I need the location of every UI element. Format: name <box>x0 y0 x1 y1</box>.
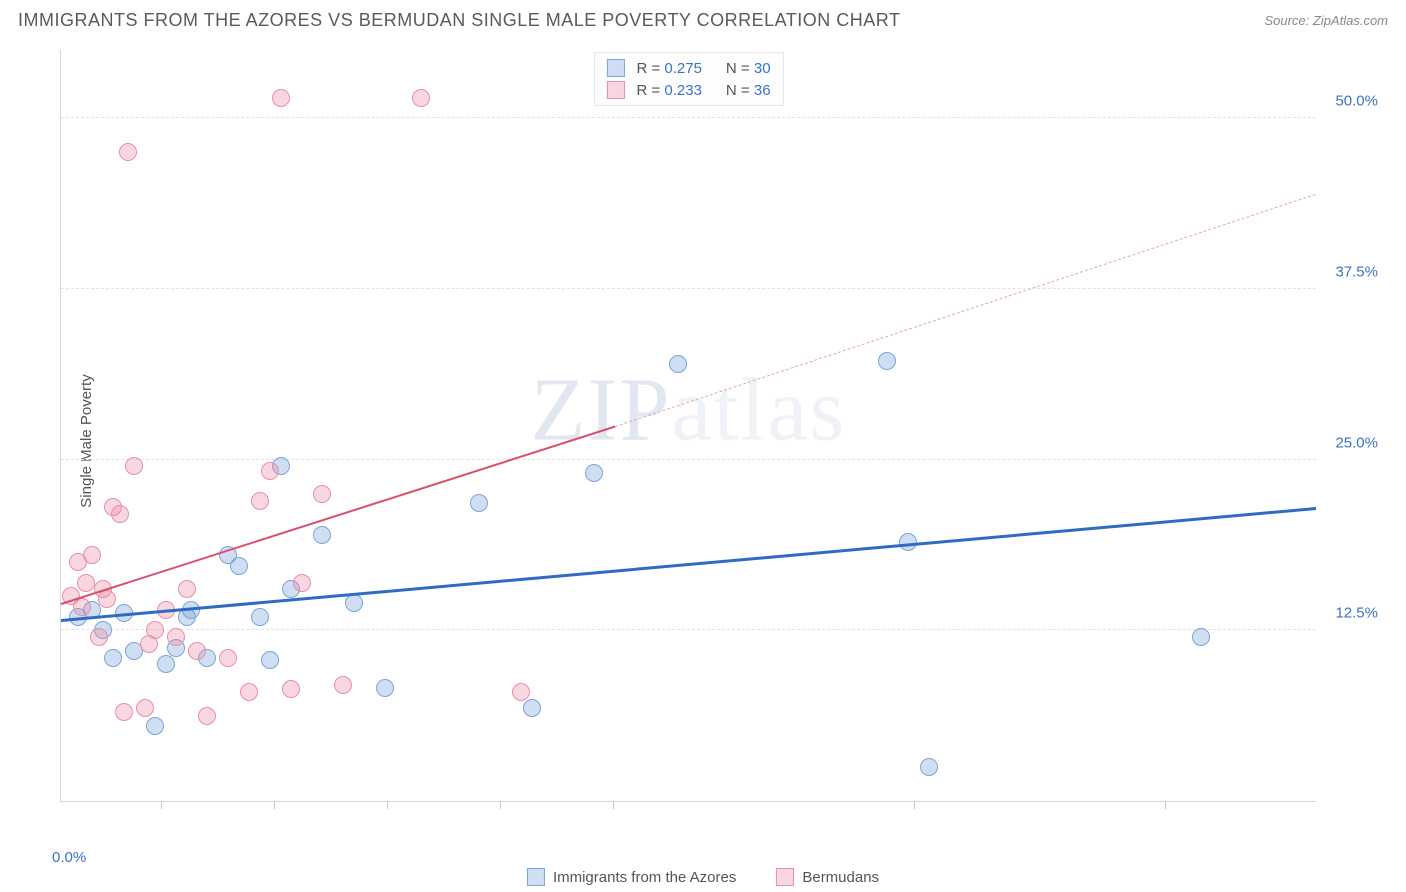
legend-stat-row: R = 0.275 N = 30 <box>606 57 770 79</box>
y-tick-label: 25.0% <box>1335 434 1378 451</box>
data-point <box>293 574 311 592</box>
x-tick <box>274 801 275 809</box>
chart-title: IMMIGRANTS FROM THE AZORES VS BERMUDAN S… <box>18 10 900 31</box>
data-point <box>920 758 938 776</box>
x-tick <box>613 801 614 809</box>
data-point <box>376 679 394 697</box>
data-point <box>125 457 143 475</box>
data-point <box>272 89 290 107</box>
gridline <box>61 629 1316 630</box>
legend-swatch <box>606 59 624 77</box>
data-point <box>198 707 216 725</box>
x-tick <box>161 801 162 809</box>
data-point <box>73 598 91 616</box>
legend-swatch <box>606 81 624 99</box>
watermark: ZIPatlas <box>531 359 847 462</box>
y-tick-label: 37.5% <box>1335 263 1378 280</box>
legend-stats: R = 0.275 N = 30 R = 0.233 N = 36 <box>593 52 783 106</box>
trend-line <box>615 193 1316 426</box>
data-point <box>585 464 603 482</box>
x-tick <box>1165 801 1166 809</box>
data-point <box>251 492 269 510</box>
data-point <box>230 557 248 575</box>
data-point <box>104 649 122 667</box>
r-label: R = 0.275 <box>636 60 701 77</box>
r-label: R = 0.233 <box>636 82 701 99</box>
data-point <box>669 355 687 373</box>
y-tick-label: 12.5% <box>1335 605 1378 622</box>
data-point <box>240 683 258 701</box>
x-tick <box>387 801 388 809</box>
data-point <box>83 546 101 564</box>
x-tick <box>500 801 501 809</box>
data-point <box>136 699 154 717</box>
y-tick-label: 50.0% <box>1335 93 1378 110</box>
legend-item: Bermudans <box>776 868 879 886</box>
legend-label: Immigrants from the Azores <box>553 869 736 886</box>
data-point <box>523 699 541 717</box>
plot-region: ZIPatlas R = 0.275N = 30R = 0.233N = 36 … <box>60 50 1316 802</box>
trend-line <box>61 507 1316 622</box>
legend-label: Bermudans <box>802 869 879 886</box>
data-point <box>188 642 206 660</box>
data-point <box>261 651 279 669</box>
legend-swatch <box>527 868 545 886</box>
legend-item: Immigrants from the Azores <box>527 868 736 886</box>
data-point <box>111 505 129 523</box>
gridline <box>61 288 1316 289</box>
gridline <box>61 459 1316 460</box>
source-attribution: Source: ZipAtlas.com <box>1264 13 1388 28</box>
data-point <box>178 580 196 598</box>
data-point <box>412 89 430 107</box>
data-point <box>878 352 896 370</box>
n-label: N = 36 <box>726 82 771 99</box>
data-point <box>345 594 363 612</box>
legend-swatch <box>776 868 794 886</box>
data-point <box>261 462 279 480</box>
x-axis-min-label: 0.0% <box>52 849 86 866</box>
data-point <box>313 526 331 544</box>
legend-series: Immigrants from the Azores Bermudans <box>527 868 879 886</box>
data-point <box>313 485 331 503</box>
data-point <box>146 717 164 735</box>
gridline <box>61 117 1316 118</box>
data-point <box>98 590 116 608</box>
data-point <box>77 574 95 592</box>
data-point <box>334 676 352 694</box>
legend-stat-row: R = 0.233 N = 36 <box>606 79 770 101</box>
data-point <box>1192 628 1210 646</box>
n-label: N = 30 <box>726 60 771 77</box>
data-point <box>219 649 237 667</box>
data-point <box>167 628 185 646</box>
data-point <box>90 628 108 646</box>
data-point <box>512 683 530 701</box>
data-point <box>251 608 269 626</box>
chart-area: Single Male Poverty ZIPatlas R = 0.275N … <box>50 50 1386 832</box>
data-point <box>470 494 488 512</box>
data-point <box>282 680 300 698</box>
x-tick <box>914 801 915 809</box>
data-point <box>899 533 917 551</box>
data-point <box>119 143 137 161</box>
data-point <box>146 621 164 639</box>
data-point <box>157 655 175 673</box>
data-point <box>115 703 133 721</box>
